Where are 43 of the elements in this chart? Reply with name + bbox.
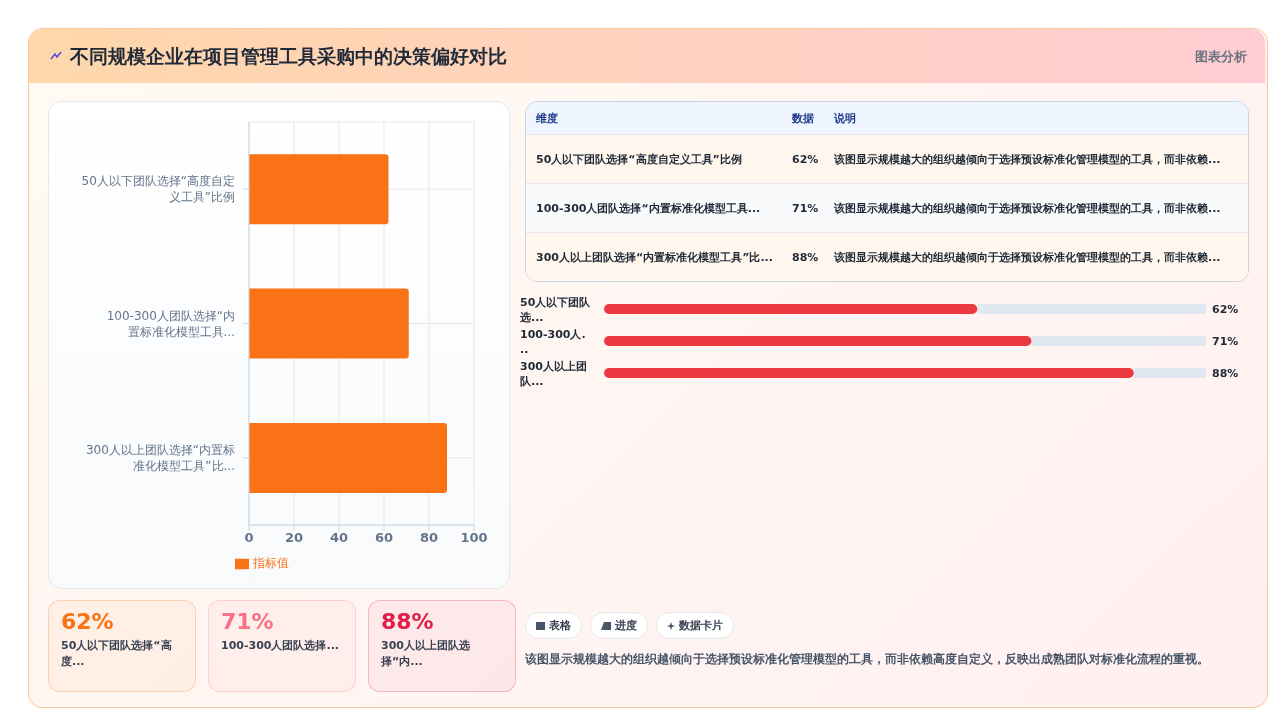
text: 62% xyxy=(61,609,114,634)
text: 表格 xyxy=(549,618,571,633)
y-tick-label: 50人以下团队选择“高度自定义工具”比例 xyxy=(81,174,235,205)
data-label: 71% xyxy=(1212,334,1239,348)
x-tick-label: 100 xyxy=(460,530,488,546)
x-tick-label: 0 xyxy=(244,530,254,546)
x-tick-label: 80 xyxy=(419,530,439,546)
text: 图表分析 xyxy=(1195,48,1247,66)
y-tick-label: 100-300人... xyxy=(520,327,586,355)
category-label: 300人以上团队选择“内... xyxy=(381,638,471,670)
x-tick-label: 40 xyxy=(329,530,349,546)
data-label: 88% xyxy=(1212,366,1239,380)
category-label: 50人以下团队选择“高度... xyxy=(61,638,173,670)
text: 100-300人团队选择“内置标准化模型工具... xyxy=(536,200,762,217)
bar xyxy=(249,288,409,359)
text: 数据卡片 xyxy=(679,618,723,633)
y-tick-label: 300人以上团队选择“内置标准化模型工具”比... xyxy=(85,442,235,473)
chart-title: 不同规模企业在项目管理工具采购中的决策偏好对比 xyxy=(70,44,507,69)
text: 71% xyxy=(221,609,274,634)
text: 说明 xyxy=(834,110,857,127)
x-tick-label: 20 xyxy=(284,530,304,546)
text: 该图显示规模越大的组织越倾向于选择预设标准化管理模型的工具，而非依赖... xyxy=(834,151,1222,168)
y-tick-label: 50人以下团队选... xyxy=(519,295,592,323)
text: 50人以下团队选择“高度自定义工具”比例 xyxy=(536,151,743,168)
data-label: 62% xyxy=(1212,302,1239,316)
bar xyxy=(249,154,389,225)
text: 数据 xyxy=(792,110,815,127)
text: 300人以上团队选择“内置标准化模型工具”比... xyxy=(536,249,774,266)
text: 71% xyxy=(792,200,820,217)
category-label: 100-300人团队选择... xyxy=(221,638,341,654)
text: 88% xyxy=(792,249,820,266)
y-tick-label: 300人以上团队... xyxy=(520,359,587,387)
text: 维度 xyxy=(536,110,559,127)
y-tick-label: 100-300人团队选择“内置标准化模型工具... xyxy=(106,308,235,339)
x-tick-label: 60 xyxy=(374,530,394,546)
text: 88% xyxy=(381,609,434,634)
bar xyxy=(249,422,447,493)
text: 该图显示规模越大的组织越倾向于选择预设标准化管理模型的工具，而非依赖... xyxy=(834,249,1222,266)
legend-label: 指标值 xyxy=(252,556,289,570)
text: 该图显示规模越大的组织越倾向于选择预设标准化管理模型的工具，而非依赖... xyxy=(834,200,1222,217)
text: 该图显示规模越大的组织越倾向于选择预设标准化管理模型的工具，而非依赖高度自定义，反映出成熟团队对标准化流程的重视。 xyxy=(525,651,1210,668)
text: 62% xyxy=(792,151,820,168)
text: 进度 xyxy=(615,618,637,633)
